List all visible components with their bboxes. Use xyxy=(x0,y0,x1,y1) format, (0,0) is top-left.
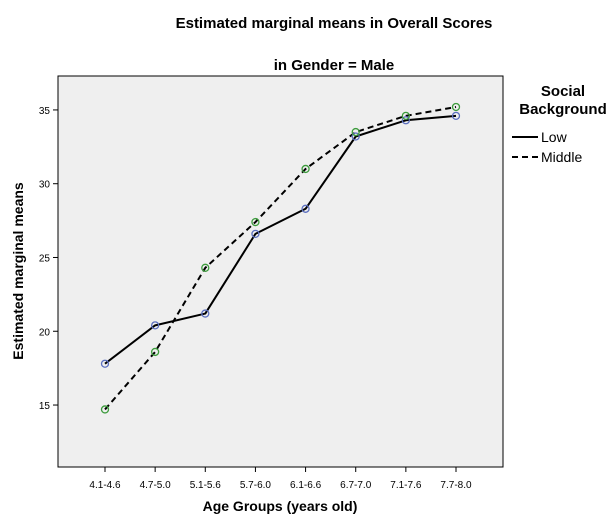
x-tick-label: 7.1-7.6 xyxy=(390,480,422,491)
legend-items: Low Middle xyxy=(512,129,582,165)
data-point-low xyxy=(150,321,160,330)
x-tick-label: 7.7-8.0 xyxy=(440,480,472,491)
data-point-middle xyxy=(451,102,461,112)
series-lines xyxy=(104,106,457,411)
legend: Social Background Low Middle xyxy=(512,83,607,165)
data-point-low xyxy=(301,204,310,213)
chart-subtitle: in Gender = Male xyxy=(274,57,394,74)
y-tick-label: 35 xyxy=(39,106,51,117)
data-point-middle xyxy=(401,111,411,120)
y-axis-ticks: 15 20 25 30 35 xyxy=(39,106,58,412)
y-tick-label: 20 xyxy=(39,327,51,338)
legend-title-line-2: Background xyxy=(519,101,607,118)
y-axis-label: Estimated marginal means xyxy=(10,182,26,360)
data-point-low xyxy=(451,111,461,120)
data-point-middle xyxy=(150,347,160,357)
data-point-middle xyxy=(100,405,110,414)
legend-label-low: Low xyxy=(541,129,568,145)
data-point-middle xyxy=(251,217,260,227)
series-line-low xyxy=(104,114,457,365)
y-tick-label: 25 xyxy=(39,253,51,264)
data-point-middle xyxy=(301,164,310,174)
series-line-middle xyxy=(104,106,457,411)
data-point-low xyxy=(251,229,260,239)
legend-label-middle: Middle xyxy=(541,149,582,165)
x-axis-label: Age Groups (years old) xyxy=(203,498,358,514)
y-tick-label: 15 xyxy=(39,401,51,412)
x-tick-label: 4.1-4.6 xyxy=(89,480,121,491)
data-point-middle xyxy=(351,127,360,137)
x-axis-ticks: 4.1-4.6 4.7-5.0 5.1-5.6 5.7-6.0 6.1-6.6 6.7-7… xyxy=(89,467,472,491)
x-tick-label: 6.7-7.0 xyxy=(340,480,372,491)
data-point-low xyxy=(201,309,210,318)
x-tick-label: 6.1-6.6 xyxy=(290,480,322,491)
y-tick-label: 30 xyxy=(39,180,51,191)
chart-title: Estimated marginal means in Overall Scor… xyxy=(176,15,493,32)
data-point-low xyxy=(401,116,411,125)
data-point-low xyxy=(100,359,110,368)
series-markers xyxy=(100,102,461,414)
x-tick-label: 5.1-5.6 xyxy=(190,480,222,491)
x-tick-label: 5.7-6.0 xyxy=(240,480,272,491)
x-tick-label: 4.7-5.0 xyxy=(140,480,172,491)
data-point-low xyxy=(351,132,360,141)
legend-title-line-1: Social xyxy=(541,83,585,100)
data-point-middle xyxy=(201,263,210,272)
plot-area xyxy=(57,75,504,468)
